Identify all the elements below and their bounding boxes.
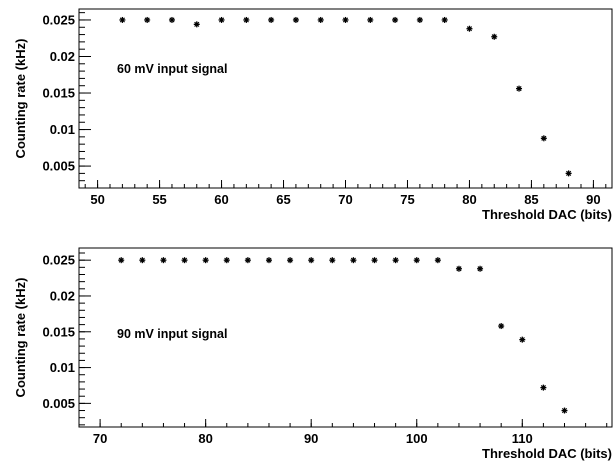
y-axis-title: Counting rate (kHz) [13, 278, 28, 398]
plot-frame [78, 247, 613, 428]
data-point [342, 16, 349, 23]
data-point [218, 16, 225, 23]
data-point [519, 336, 526, 343]
x-tick-label: 75 [400, 192, 414, 207]
y-tick-label: 0.005 [42, 159, 75, 174]
x-tick-label: 110 [512, 431, 533, 446]
x-axis-title: Threshold DAC (bits) [482, 446, 612, 461]
data-point [561, 407, 568, 414]
data-point [244, 257, 251, 264]
chart-panel-60mv: 50 55 60 65 70 75 80 85 90 0.005 0.01 0.015 0.02 0.02… [13, 8, 613, 222]
data-point [413, 257, 420, 264]
x-tick-label: 80 [198, 431, 212, 446]
signal-annotation: 90 mV input signal [117, 327, 227, 341]
data-point [119, 16, 126, 23]
x-tick-label: 50 [90, 192, 104, 207]
y-tick-label: 0.005 [42, 396, 75, 411]
x-tick-label: 90 [304, 431, 318, 446]
data-point [477, 265, 484, 272]
y-tick-label: 0.01 [50, 122, 75, 137]
data-point [466, 25, 473, 32]
signal-annotation: 60 mV input signal [117, 62, 227, 76]
x-axis-title: Threshold DAC (bits) [482, 207, 612, 222]
data-point [168, 16, 175, 23]
chart-panel-90mv: 70 80 90 100 110 0.005 0.01 0.015 0.02 0.025 Thres… [13, 247, 613, 461]
y-tick-label: 0.015 [42, 324, 75, 339]
y-tick-label: 0.025 [42, 253, 75, 268]
y-tick-label: 0.025 [42, 12, 75, 27]
data-point [223, 257, 230, 264]
data-point [498, 323, 505, 330]
data-point [371, 257, 378, 264]
data-point [139, 257, 146, 264]
data-point [441, 16, 448, 23]
data-point [392, 257, 399, 264]
x-tick-label: 85 [524, 192, 538, 207]
data-point [268, 16, 275, 23]
data-point [292, 16, 299, 23]
x-tick-label: 60 [214, 192, 228, 207]
x-tick-label: 70 [338, 192, 352, 207]
x-tick-label: 65 [276, 192, 290, 207]
x-tick-label: 55 [152, 192, 166, 207]
plot-frame [78, 8, 613, 189]
data-point [392, 16, 399, 23]
x-tick-label: 70 [93, 431, 107, 446]
y-tick-label: 0.01 [50, 360, 75, 375]
data-point [434, 257, 441, 264]
data-point [329, 257, 336, 264]
data-point [540, 135, 547, 142]
data-point [350, 257, 357, 264]
y-axis-title: Counting rate (kHz) [13, 39, 28, 159]
data-point [193, 21, 200, 28]
data-point [265, 257, 272, 264]
data-point [144, 16, 151, 23]
data-point [202, 257, 209, 264]
y-tick-label: 0.02 [50, 49, 75, 64]
data-point [181, 257, 188, 264]
x-tick-label: 80 [462, 192, 476, 207]
data-point [287, 257, 294, 264]
data-point [516, 85, 523, 92]
data-point [491, 33, 498, 40]
x-tick-label: 90 [586, 192, 600, 207]
y-tick-label: 0.02 [50, 288, 75, 303]
data-point [455, 265, 462, 272]
data-point [540, 384, 547, 391]
data-point [243, 16, 250, 23]
data-point [565, 170, 572, 177]
data-point [160, 257, 167, 264]
y-tick-label: 0.015 [42, 86, 75, 101]
data-point [367, 16, 374, 23]
data-point [416, 16, 423, 23]
data-point [317, 16, 324, 23]
x-tick-label: 100 [406, 431, 428, 446]
data-point [308, 257, 315, 264]
data-point [118, 257, 125, 264]
